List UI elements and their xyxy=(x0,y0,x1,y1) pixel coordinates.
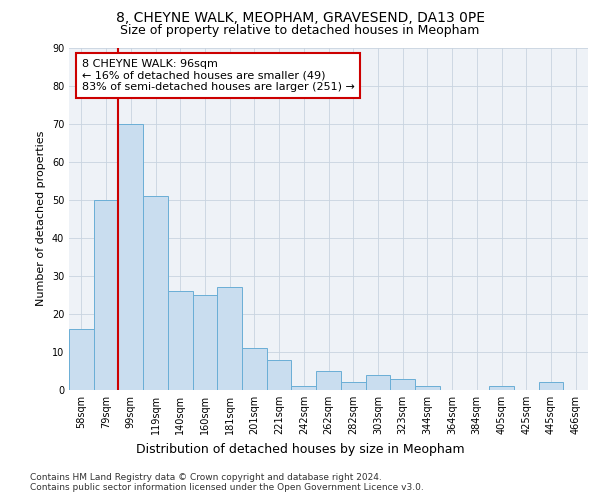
Bar xyxy=(168,291,193,390)
Bar xyxy=(242,348,267,390)
Y-axis label: Number of detached properties: Number of detached properties xyxy=(36,131,46,306)
Bar xyxy=(143,196,168,390)
Text: Distribution of detached houses by size in Meopham: Distribution of detached houses by size … xyxy=(136,442,464,456)
Text: Contains HM Land Registry data © Crown copyright and database right 2024.
Contai: Contains HM Land Registry data © Crown c… xyxy=(30,472,424,492)
Bar xyxy=(94,200,118,390)
Bar xyxy=(316,371,341,390)
Bar xyxy=(415,386,440,390)
Bar xyxy=(365,375,390,390)
Text: 8 CHEYNE WALK: 96sqm
← 16% of detached houses are smaller (49)
83% of semi-detac: 8 CHEYNE WALK: 96sqm ← 16% of detached h… xyxy=(82,59,355,92)
Bar xyxy=(390,378,415,390)
Text: 8, CHEYNE WALK, MEOPHAM, GRAVESEND, DA13 0PE: 8, CHEYNE WALK, MEOPHAM, GRAVESEND, DA13… xyxy=(115,11,485,25)
Bar xyxy=(118,124,143,390)
Bar xyxy=(539,382,563,390)
Bar xyxy=(292,386,316,390)
Bar xyxy=(341,382,365,390)
Bar xyxy=(69,329,94,390)
Bar xyxy=(489,386,514,390)
Bar xyxy=(193,295,217,390)
Bar xyxy=(267,360,292,390)
Bar xyxy=(217,287,242,390)
Text: Size of property relative to detached houses in Meopham: Size of property relative to detached ho… xyxy=(121,24,479,37)
